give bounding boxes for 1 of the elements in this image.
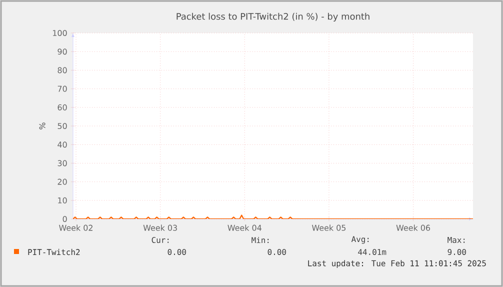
chart-title: Packet loss to PIT-Twitch2 (in %) - by month — [176, 12, 370, 22]
